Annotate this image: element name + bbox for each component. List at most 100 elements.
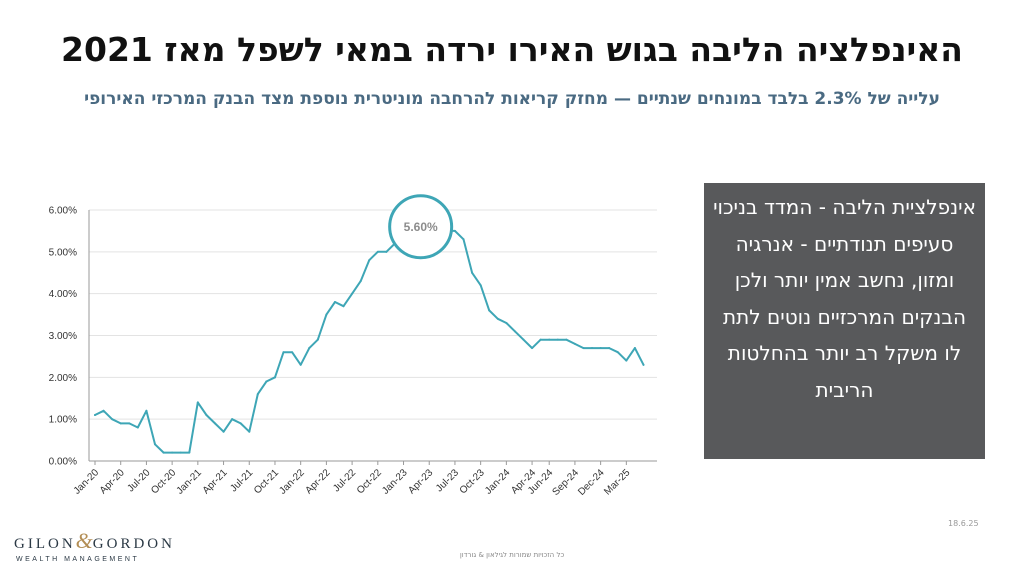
data-point (256, 393, 259, 396)
x-axis-ticks: Jan-20Apr-20Jul-20Oct-20Jan-21Apr-21Jul-… (72, 461, 633, 498)
y-tick-label: 4.00% (49, 289, 77, 300)
y-tick-label: 5.00% (49, 247, 77, 258)
data-point (385, 250, 388, 253)
info-box: אינפלציית הליבה - המדד בניכוי סעיפים תנו… (704, 183, 985, 459)
data-point (94, 413, 96, 416)
x-tick-label: Oct-21 (252, 467, 281, 496)
data-point (548, 338, 551, 341)
data-point (308, 347, 311, 350)
company-logo: GILON&GORDON WEALTH MANAGEMENT (14, 528, 175, 563)
data-point (299, 363, 302, 366)
x-tick-label: Dec-24 (576, 467, 607, 498)
data-point (316, 338, 319, 341)
data-point (136, 426, 139, 429)
data-point (496, 317, 499, 320)
data-point (513, 330, 516, 333)
data-point (556, 338, 559, 341)
data-point (128, 422, 131, 425)
annotation-circle (388, 194, 454, 260)
data-point (153, 443, 156, 446)
data-point (591, 347, 594, 350)
data-point (539, 338, 542, 341)
x-tick-label: Apr-23 (406, 467, 435, 496)
page-title: האינפלציה הליבה בגוש האירו ירדה במאי לשפ… (61, 30, 963, 69)
data-point (333, 301, 336, 304)
x-tick-label: Jul-20 (125, 467, 152, 494)
data-point (368, 259, 371, 262)
peak-annotation: 5.60% (388, 194, 454, 260)
data-point (171, 451, 174, 454)
x-tick-label: Sep-24 (550, 467, 581, 498)
y-tick-label: 2.00% (49, 373, 77, 384)
data-point (188, 451, 191, 454)
x-tick-label: Jan-22 (277, 467, 307, 497)
data-point (231, 418, 234, 421)
logo-wordmark: GILON&GORDON (14, 528, 175, 553)
annotation-label: 5.60% (404, 220, 438, 234)
x-tick-label: Jul-23 (434, 467, 461, 494)
data-point (462, 238, 465, 241)
series-line (94, 221, 645, 454)
data-point (351, 292, 354, 295)
chart-gridlines (88, 209, 657, 462)
data-point (471, 271, 474, 274)
data-point (488, 309, 491, 312)
data-point (179, 451, 182, 454)
data-point (573, 342, 576, 345)
x-tick-label: Oct-20 (149, 467, 178, 496)
data-point (248, 430, 251, 433)
data-point (505, 321, 508, 324)
data-point (582, 347, 585, 350)
x-tick-label: Jul-21 (228, 467, 255, 494)
data-point (205, 413, 208, 416)
data-point (145, 409, 148, 412)
logo-tagline: WEALTH MANAGEMENT (16, 556, 140, 563)
data-point (213, 422, 216, 425)
data-point (239, 422, 242, 425)
y-tick-label: 6.00% (49, 206, 77, 217)
data-point (273, 376, 276, 379)
y-tick-label: 1.00% (49, 415, 77, 426)
x-tick-label: Jan-21 (175, 467, 205, 497)
data-point (479, 284, 482, 287)
slide-date: 18.6.25 (948, 519, 979, 528)
data-point (633, 347, 636, 350)
data-point (291, 351, 294, 354)
x-tick-label: Jan-23 (380, 467, 410, 497)
data-point (196, 401, 199, 404)
data-point (453, 229, 456, 232)
x-tick-label: Oct-22 (355, 467, 384, 496)
data-point (162, 451, 165, 454)
data-point (616, 351, 619, 354)
data-point (102, 409, 105, 412)
x-tick-label: Jan-24 (483, 467, 513, 497)
x-tick-label: Apr-20 (98, 467, 127, 496)
data-point (565, 338, 568, 341)
x-tick-label: Mar-25 (602, 467, 632, 497)
data-point (111, 418, 114, 421)
page-subtitle: עלייה של 2.3% בלבד במונחים שנתיים — מחזק… (84, 89, 940, 109)
info-box-text: אינפלציית הליבה - המדד בניכוי סעיפים תנו… (713, 195, 976, 402)
data-point (282, 351, 285, 354)
x-tick-label: Jan-20 (72, 467, 102, 497)
data-point (119, 422, 122, 425)
data-point (359, 280, 362, 283)
data-point (342, 305, 345, 308)
data-point (222, 430, 225, 433)
y-tick-label: 0.00% (49, 457, 77, 468)
y-tick-label: 3.00% (49, 331, 77, 342)
data-point (531, 347, 534, 350)
x-tick-label: Jul-22 (331, 467, 358, 494)
data-point (625, 359, 628, 362)
y-axis-ticks: 0.00% 1.00% 2.00% 3.00% 4.00% 5.00% 6.00% (49, 206, 77, 468)
data-point (325, 313, 328, 316)
data-point (376, 250, 379, 253)
data-point (522, 338, 525, 341)
footer-copyright: כל הזכויות שמורות לגילאון & גורדון (459, 551, 565, 559)
data-point (642, 363, 645, 366)
x-tick-label: Oct-23 (458, 467, 487, 496)
data-point (599, 347, 602, 350)
x-tick-label: Apr-22 (304, 467, 333, 496)
data-point (608, 347, 611, 350)
